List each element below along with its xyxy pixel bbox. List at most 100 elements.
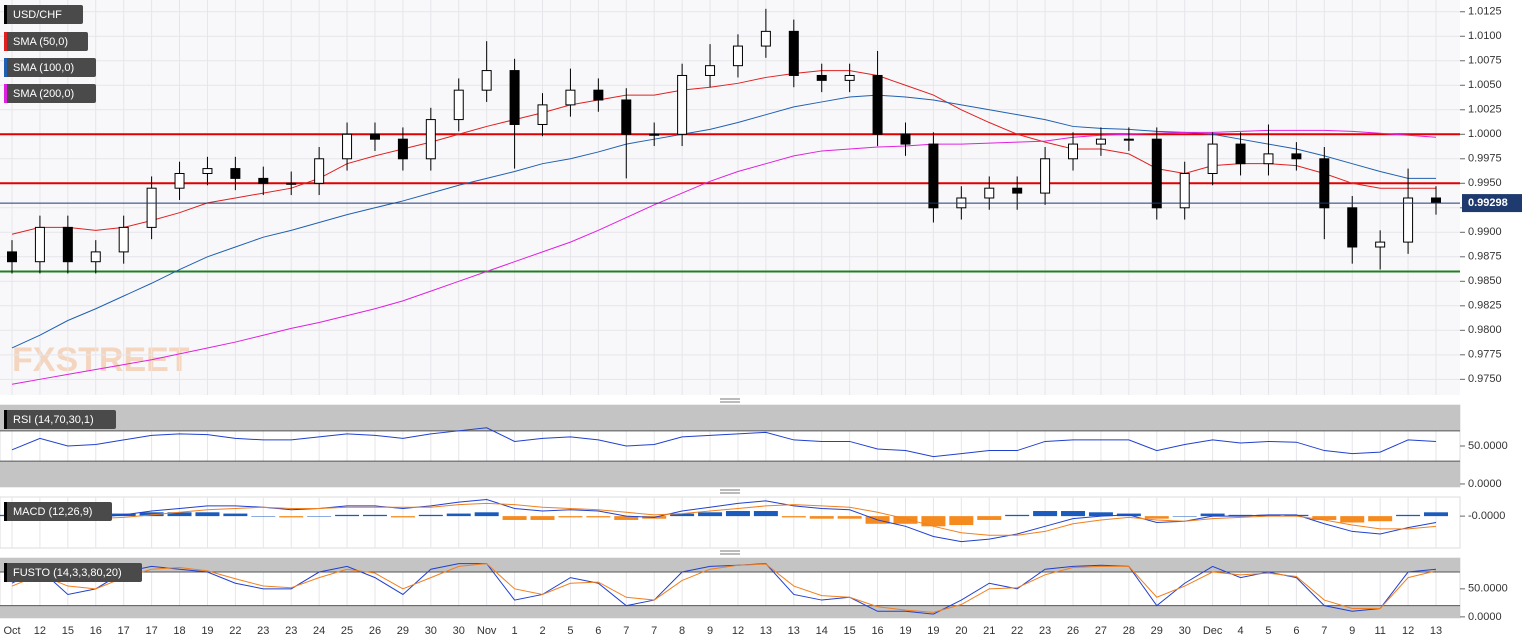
macd-histogram-bar — [753, 511, 778, 517]
candle-body — [481, 70, 492, 91]
macd-histogram-bar — [1284, 514, 1309, 517]
macd-histogram-bar — [362, 514, 387, 517]
x-tick-label: 5 — [1265, 625, 1271, 637]
macd-histogram-bar — [474, 512, 499, 517]
legend-swatch — [4, 58, 7, 77]
x-tick-label: 17 — [118, 625, 130, 637]
x-tick-label: 26 — [369, 625, 381, 637]
y-tick-label: 0.9750 — [1468, 373, 1502, 385]
legend-box — [4, 58, 96, 77]
macd-histogram-bar — [809, 516, 834, 519]
x-tick-label: 30 — [1179, 625, 1191, 637]
macd-histogram-bar — [698, 512, 723, 517]
macd-histogram-bar — [1396, 514, 1421, 517]
x-tick-label: 12 — [1402, 625, 1414, 637]
y-tick-label: 0.0000 — [1468, 478, 1502, 490]
candle-body — [788, 30, 799, 76]
x-tick-label: Dec — [1203, 625, 1223, 637]
x-tick-label: 14 — [816, 625, 828, 637]
x-tick-label: 30 — [453, 625, 465, 637]
candle-body — [984, 187, 995, 199]
candle-body — [1040, 158, 1051, 194]
watermark: FXSTREET — [12, 341, 190, 379]
candle-body — [34, 226, 45, 263]
macd-histogram-bar — [586, 516, 611, 518]
macd-histogram-bar — [1005, 514, 1030, 517]
candle-body — [202, 168, 213, 174]
candle-body — [1207, 143, 1218, 174]
candle-body — [1179, 172, 1190, 209]
x-tick-label: 6 — [1293, 625, 1299, 637]
candle-body — [230, 168, 241, 179]
macd-histogram-bar — [530, 516, 555, 520]
sma-line — [11, 70, 1436, 235]
candle-body — [453, 89, 464, 121]
macd-histogram-bar — [1144, 516, 1169, 519]
macd-histogram-bar — [1088, 512, 1113, 517]
y-tick-label: 1.0050 — [1468, 79, 1502, 91]
macd-histogram-bar — [670, 513, 695, 517]
panel-handle[interactable] — [720, 398, 740, 555]
macd-histogram-bar — [502, 516, 527, 520]
x-tick-label: 18 — [173, 625, 185, 637]
x-tick-label: 30 — [425, 625, 437, 637]
x-tick-label: 11 — [1374, 625, 1385, 637]
legend-box — [4, 84, 96, 103]
x-tick-label: 9 — [1349, 625, 1355, 637]
band-high — [0, 405, 1460, 431]
rsi-line — [11, 427, 1437, 458]
y-tick-label: 0.9850 — [1468, 275, 1502, 287]
macd-histogram-bar — [837, 516, 862, 519]
x-tick-label: 9 — [707, 625, 713, 637]
x-tick-label: 4 — [1237, 625, 1243, 637]
x-tick-label: 7 — [1321, 625, 1327, 637]
candle-body — [1319, 158, 1330, 209]
main-plot-bg — [0, 0, 1460, 395]
y-tick-label: 0.9825 — [1468, 300, 1502, 312]
y-tick-label: 1.0075 — [1468, 55, 1502, 67]
y-tick-label: 0.9950 — [1468, 177, 1502, 189]
candle-body — [369, 133, 380, 140]
legend-text: USD/CHF — [13, 9, 62, 21]
y-tick-label: 0.9775 — [1468, 349, 1502, 361]
candle-body — [1123, 138, 1134, 141]
x-tick-label: 25 — [341, 625, 353, 637]
macd-histogram-bar — [977, 516, 1002, 520]
x-tick-label: 16 — [90, 625, 102, 637]
stochastic-line — [11, 563, 1437, 615]
candle-body — [314, 158, 325, 184]
candle-body — [118, 226, 129, 253]
candle-body — [1403, 197, 1414, 243]
legend-box — [4, 32, 88, 51]
y-tick-label: 1.0025 — [1468, 104, 1502, 116]
legend-swatch — [4, 410, 7, 429]
macd-histogram-bar — [446, 513, 471, 517]
legend-text: SMA (200,0) — [13, 88, 74, 100]
y-tick-label: 50.0000 — [1468, 583, 1508, 595]
band-low — [0, 461, 1460, 487]
x-tick-label: 17 — [145, 625, 157, 637]
legend-text: SMA (100,0) — [13, 62, 74, 74]
macd-histogram-bar — [1061, 511, 1086, 517]
macd-histogram-bar — [1424, 512, 1448, 517]
y-tick-label: 0.0000 — [1468, 611, 1502, 623]
x-tick-label: 19 — [927, 625, 939, 637]
macd-histogram-bar — [1340, 516, 1365, 523]
macd-histogram-bar — [1172, 516, 1197, 517]
y-tick-label: 0.9900 — [1468, 226, 1502, 238]
candle-body — [397, 138, 408, 160]
candle-body — [677, 74, 688, 135]
macd-line — [11, 499, 1437, 543]
macd-histogram-bar — [1033, 511, 1058, 517]
macd-histogram-bar — [1312, 516, 1337, 520]
x-tick-label: 5 — [567, 625, 573, 637]
macd-histogram-bar — [1368, 516, 1393, 522]
macd-histogram-bar — [1256, 514, 1281, 517]
x-tick-label: 29 — [397, 625, 409, 637]
y-tick-label: 0.9800 — [1468, 324, 1502, 336]
y-tick-label: 1.0000 — [1468, 128, 1502, 140]
macd-histogram-bar — [307, 516, 332, 517]
macd-histogram-bar — [279, 516, 304, 518]
macd-histogram-bar — [781, 516, 806, 518]
x-tick-label: 19 — [201, 625, 213, 637]
